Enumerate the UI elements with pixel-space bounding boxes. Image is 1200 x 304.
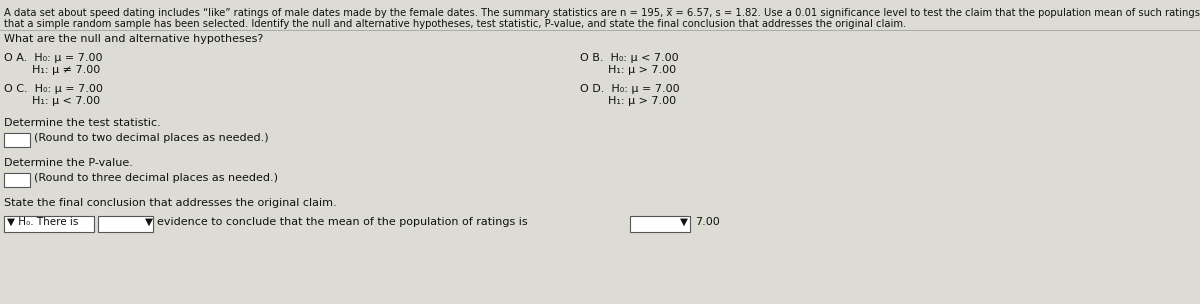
Text: that a simple random sample has been selected. Identify the null and alternative: that a simple random sample has been sel… <box>4 19 906 29</box>
Text: ▼ H₀. There is: ▼ H₀. There is <box>7 217 78 227</box>
Text: O A.  H₀: μ = 7.00: O A. H₀: μ = 7.00 <box>4 53 102 63</box>
Text: evidence to conclude that the mean of the population of ratings is: evidence to conclude that the mean of th… <box>157 217 528 227</box>
Text: O B.  H₀: μ < 7.00: O B. H₀: μ < 7.00 <box>580 53 679 63</box>
Text: H₁: μ ≠ 7.00: H₁: μ ≠ 7.00 <box>4 65 101 75</box>
FancyBboxPatch shape <box>4 216 94 232</box>
FancyBboxPatch shape <box>630 216 690 232</box>
FancyBboxPatch shape <box>4 173 30 187</box>
Text: ▼: ▼ <box>680 217 688 227</box>
Text: ▼: ▼ <box>145 217 154 227</box>
Text: H₁: μ > 7.00: H₁: μ > 7.00 <box>580 65 676 75</box>
Text: (Round to two decimal places as needed.): (Round to two decimal places as needed.) <box>34 133 269 143</box>
Text: A data set about speed dating includes “like” ratings of male dates made by the : A data set about speed dating includes “… <box>4 8 1200 18</box>
Text: O C.  H₀: μ = 7.00: O C. H₀: μ = 7.00 <box>4 84 103 94</box>
Text: O D.  H₀: μ = 7.00: O D. H₀: μ = 7.00 <box>580 84 679 94</box>
Text: (Round to three decimal places as needed.): (Round to three decimal places as needed… <box>34 173 278 183</box>
Text: What are the null and alternative hypotheses?: What are the null and alternative hypoth… <box>4 34 263 44</box>
Text: State the final conclusion that addresses the original claim.: State the final conclusion that addresse… <box>4 198 337 208</box>
Text: H₁: μ < 7.00: H₁: μ < 7.00 <box>4 96 100 106</box>
Text: Determine the test statistic.: Determine the test statistic. <box>4 118 161 128</box>
FancyBboxPatch shape <box>4 133 30 147</box>
Text: Determine the P-value.: Determine the P-value. <box>4 158 133 168</box>
FancyBboxPatch shape <box>98 216 154 232</box>
Text: H₁: μ > 7.00: H₁: μ > 7.00 <box>580 96 676 106</box>
Text: 7.00: 7.00 <box>695 217 720 227</box>
